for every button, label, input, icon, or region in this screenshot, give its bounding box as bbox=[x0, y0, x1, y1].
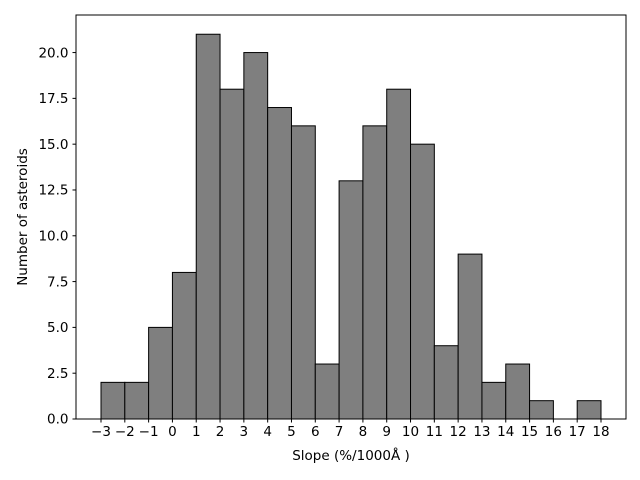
x-tick-label: 8 bbox=[359, 424, 368, 440]
x-tick-label: 16 bbox=[545, 424, 562, 440]
x-tick-label: 15 bbox=[521, 424, 538, 440]
histogram-bar bbox=[100, 381, 126, 420]
x-tick-label: 17 bbox=[569, 424, 586, 440]
y-tick-label: 12.5 bbox=[38, 183, 68, 199]
x-tick-label: 18 bbox=[592, 424, 609, 440]
x-tick-label: 14 bbox=[497, 424, 514, 440]
x-tick-label: 5 bbox=[287, 424, 296, 440]
y-tick-label: 17.5 bbox=[38, 91, 68, 107]
histogram-bar bbox=[433, 345, 459, 420]
x-tick-label: 6 bbox=[311, 424, 320, 440]
histogram-bar bbox=[148, 326, 173, 420]
y-tick-label: 7.5 bbox=[47, 274, 68, 290]
y-tick-label: 20.0 bbox=[38, 45, 68, 61]
x-tick-label: 11 bbox=[426, 424, 443, 440]
y-axis-label: Number of asteroids bbox=[15, 148, 31, 286]
x-tick-label: −3 bbox=[91, 424, 111, 440]
histogram-bar bbox=[171, 271, 197, 420]
x-tick-label: 3 bbox=[240, 424, 249, 440]
x-tick-label: 9 bbox=[382, 424, 391, 440]
histogram-bar bbox=[529, 400, 554, 420]
x-tick-label: 7 bbox=[335, 424, 344, 440]
y-tick-label: 0.0 bbox=[47, 412, 68, 428]
histogram-bar bbox=[314, 363, 340, 420]
histogram-bar bbox=[290, 125, 316, 420]
y-tick-label: 15.0 bbox=[38, 137, 68, 153]
histogram-bar bbox=[386, 88, 412, 420]
histogram-bar bbox=[219, 88, 245, 420]
histogram-bar bbox=[481, 381, 507, 420]
x-axis-label: Slope (%/1000Å ) bbox=[292, 447, 410, 464]
histogram-bar bbox=[243, 52, 269, 420]
axes-border bbox=[75, 14, 627, 420]
histogram-bar bbox=[195, 33, 221, 420]
x-tick-label: 13 bbox=[473, 424, 490, 440]
histogram-bar bbox=[338, 180, 364, 420]
histogram-bar bbox=[362, 125, 388, 420]
x-tick-label: 1 bbox=[192, 424, 201, 440]
y-tick-label: 10.0 bbox=[38, 229, 68, 245]
x-tick-label: −1 bbox=[139, 424, 159, 440]
x-tick-label: 2 bbox=[216, 424, 225, 440]
histogram-bar bbox=[576, 400, 602, 420]
histogram-bar bbox=[267, 107, 292, 420]
y-tick-label: 5.0 bbox=[47, 320, 68, 336]
x-tick-label: 12 bbox=[450, 424, 467, 440]
histogram-bar bbox=[505, 363, 531, 420]
histogram-bar bbox=[410, 143, 435, 420]
y-tick-label: 2.5 bbox=[47, 366, 68, 382]
x-tick-label: 10 bbox=[402, 424, 419, 440]
histogram-bar bbox=[457, 253, 483, 420]
x-tick-label: 4 bbox=[263, 424, 272, 440]
x-tick-label: 0 bbox=[168, 424, 177, 440]
x-tick-label: −2 bbox=[115, 424, 135, 440]
histogram-bar bbox=[124, 381, 150, 420]
